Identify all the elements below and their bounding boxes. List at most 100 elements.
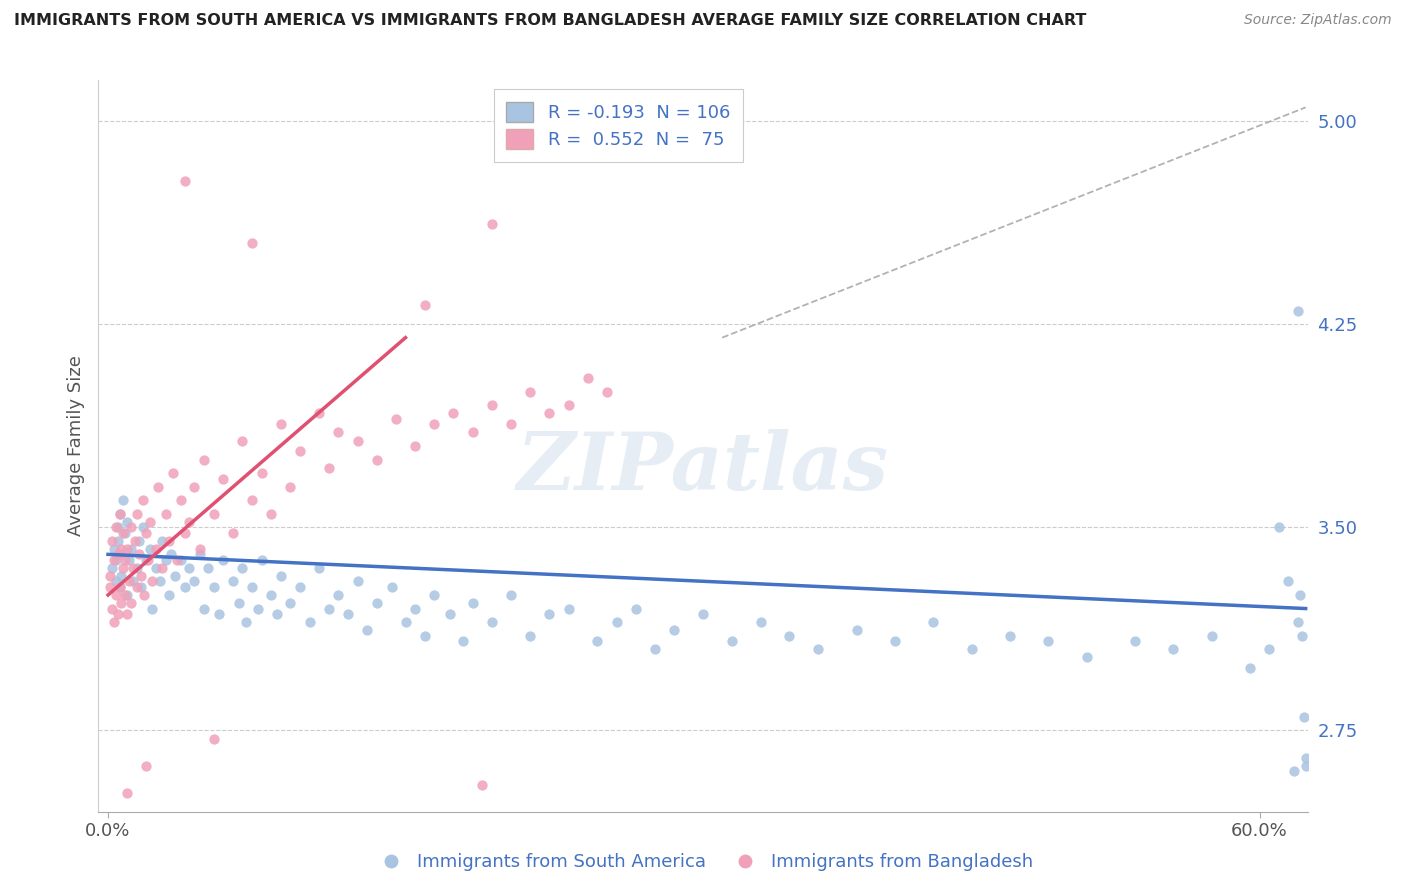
Point <box>413 298 436 312</box>
Point <box>624 601 647 615</box>
Point <box>461 425 484 440</box>
Point <box>159 588 181 602</box>
Point <box>960 642 983 657</box>
Point <box>173 580 195 594</box>
Point <box>381 580 404 594</box>
Point <box>193 452 215 467</box>
Point <box>103 553 125 567</box>
Point <box>1289 588 1312 602</box>
Point <box>1277 574 1299 589</box>
Point <box>125 580 148 594</box>
Point <box>101 601 124 615</box>
Point <box>1201 629 1223 643</box>
Text: ZIPatlas: ZIPatlas <box>517 429 889 507</box>
Point <box>115 541 138 556</box>
Point <box>346 574 368 589</box>
Point <box>250 553 273 567</box>
Point <box>481 615 503 629</box>
Point <box>443 407 465 421</box>
Point <box>260 588 283 602</box>
Point <box>1295 758 1317 772</box>
Point <box>1291 629 1313 643</box>
Point <box>228 596 250 610</box>
Point <box>170 553 193 567</box>
Point <box>644 642 666 657</box>
Point <box>110 569 132 583</box>
Point <box>845 624 868 638</box>
Point <box>103 615 125 629</box>
Point <box>128 547 150 561</box>
Point <box>112 561 135 575</box>
Point <box>146 480 169 494</box>
Point <box>150 533 173 548</box>
Point <box>124 533 146 548</box>
Point <box>107 533 129 548</box>
Text: Source: ZipAtlas.com: Source: ZipAtlas.com <box>1244 13 1392 28</box>
Point <box>807 642 830 657</box>
Point <box>1286 615 1309 629</box>
Point <box>188 547 211 561</box>
Point <box>115 607 138 621</box>
Point <box>499 417 522 432</box>
Point <box>177 515 200 529</box>
Point <box>318 601 340 615</box>
Point <box>104 588 127 602</box>
Point <box>141 574 163 589</box>
Point <box>197 561 219 575</box>
Point <box>394 615 416 629</box>
Point <box>481 398 503 412</box>
Point <box>366 452 388 467</box>
Point <box>1076 650 1098 665</box>
Point <box>129 569 152 583</box>
Point <box>131 493 153 508</box>
Point <box>155 507 177 521</box>
Point <box>749 615 772 629</box>
Point <box>404 439 426 453</box>
Point <box>423 417 446 432</box>
Point <box>114 525 136 540</box>
Point <box>231 434 253 448</box>
Point <box>270 569 292 583</box>
Point <box>471 778 494 792</box>
Legend: R = -0.193  N = 106, R =  0.552  N =  75: R = -0.193 N = 106, R = 0.552 N = 75 <box>494 89 742 161</box>
Point <box>586 634 609 648</box>
Point <box>222 525 245 540</box>
Point <box>166 553 188 567</box>
Point <box>385 412 408 426</box>
Point <box>202 580 225 594</box>
Point <box>366 596 388 610</box>
Point <box>108 507 131 521</box>
Point <box>135 758 157 772</box>
Point <box>998 629 1021 643</box>
Point <box>1282 764 1305 778</box>
Point <box>131 520 153 534</box>
Point <box>122 574 145 589</box>
Y-axis label: Average Family Size: Average Family Size <box>66 356 84 536</box>
Point <box>139 515 162 529</box>
Point <box>439 607 461 621</box>
Point <box>240 493 263 508</box>
Point <box>692 607 714 621</box>
Point <box>135 525 157 540</box>
Point <box>298 615 321 629</box>
Point <box>519 384 541 399</box>
Text: IMMIGRANTS FROM SOUTH AMERICA VS IMMIGRANTS FROM BANGLADESH AVERAGE FAMILY SIZE : IMMIGRANTS FROM SOUTH AMERICA VS IMMIGRA… <box>14 13 1087 29</box>
Point <box>107 547 129 561</box>
Point <box>328 425 350 440</box>
Point <box>519 629 541 643</box>
Point <box>110 547 132 561</box>
Point <box>280 596 302 610</box>
Point <box>260 507 283 521</box>
Point <box>664 624 686 638</box>
Point <box>266 607 288 621</box>
Point <box>103 541 125 556</box>
Point <box>104 553 127 567</box>
Point <box>101 561 124 575</box>
Point <box>1161 642 1184 657</box>
Point <box>884 634 907 648</box>
Point <box>270 417 292 432</box>
Point <box>183 480 205 494</box>
Legend: Immigrants from South America, Immigrants from Bangladesh: Immigrants from South America, Immigrant… <box>366 847 1040 879</box>
Point <box>557 398 579 412</box>
Point <box>110 596 132 610</box>
